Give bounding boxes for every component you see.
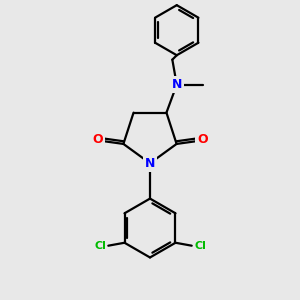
Text: O: O <box>92 133 103 146</box>
Text: Cl: Cl <box>194 241 206 251</box>
Text: Cl: Cl <box>94 241 106 251</box>
Text: N: N <box>172 78 182 91</box>
Text: N: N <box>145 157 155 170</box>
Text: O: O <box>197 133 208 146</box>
